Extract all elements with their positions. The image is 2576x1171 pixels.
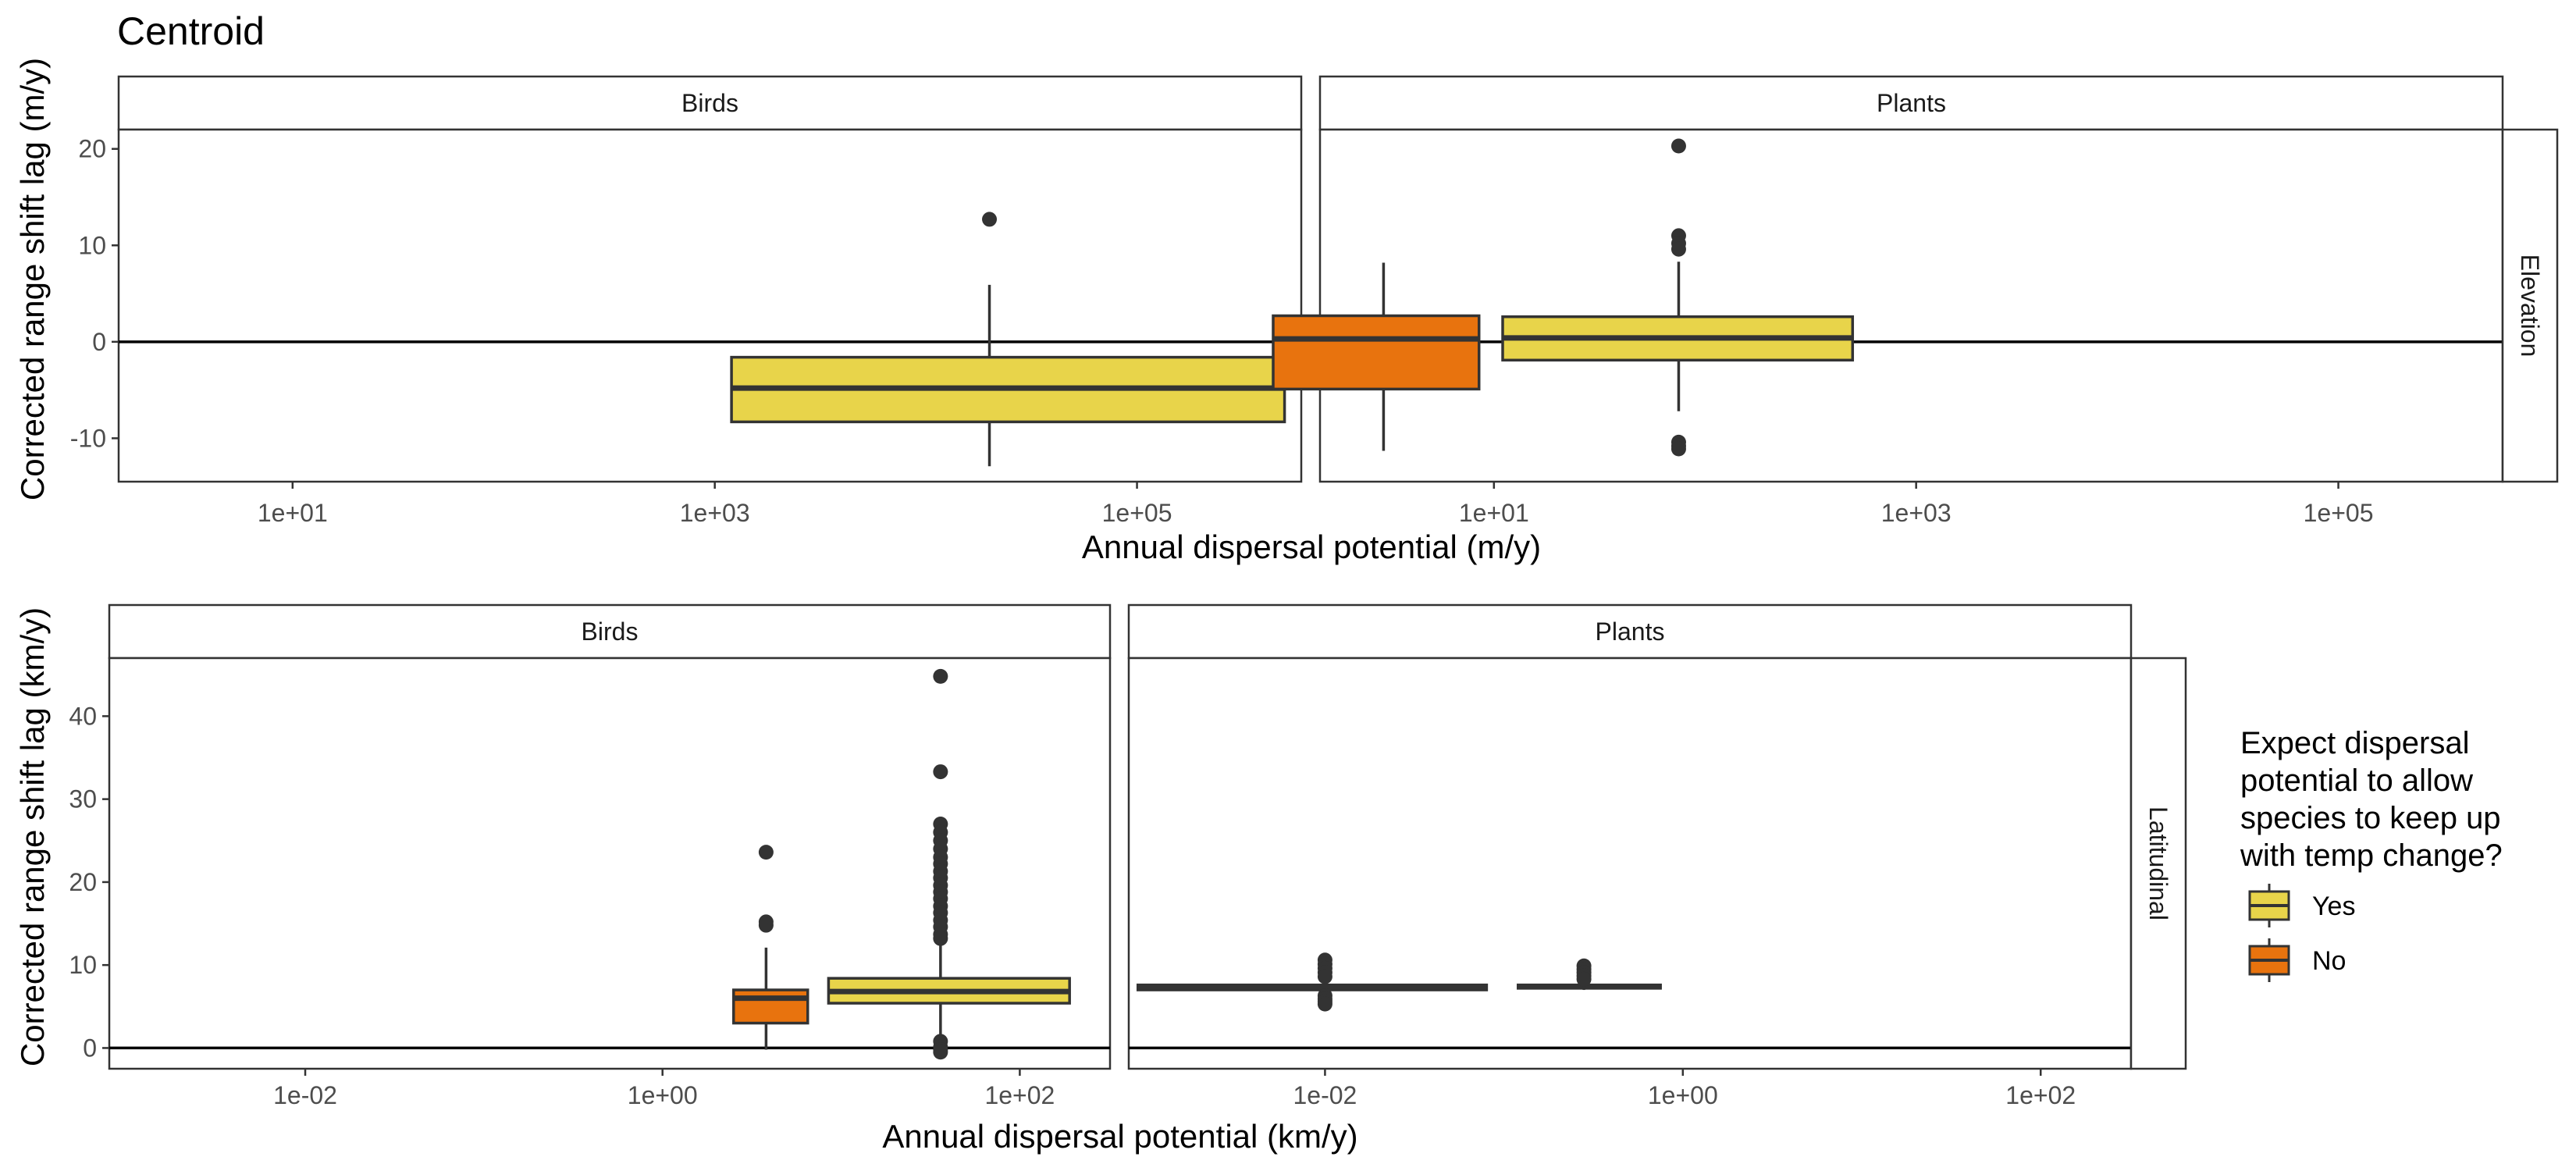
facet-strip xyxy=(1318,75,2504,131)
x-tick-label: 1e+00 xyxy=(628,1081,698,1109)
legend-label: Yes xyxy=(2312,892,2355,921)
x-tick-label: 1e+02 xyxy=(984,1081,1055,1109)
outlier-point xyxy=(1317,996,1332,1012)
panel-border xyxy=(108,657,1112,1070)
box-yes xyxy=(1501,138,1855,457)
y-tick-label: 30 xyxy=(69,785,97,813)
x-tick-label: 1e-02 xyxy=(1293,1081,1357,1109)
box-yes xyxy=(1517,958,1662,991)
outlier-point xyxy=(1576,971,1592,987)
outlier-point xyxy=(758,845,774,860)
x-tick-label: 1e+03 xyxy=(680,499,750,527)
legend-key-yes xyxy=(2248,884,2290,927)
panel-birds: Birds 1e+01 1e+03 1e+05 xyxy=(117,75,1303,527)
chart-latitudinal: 0 10 20 30 40 Corrected range shift lag (km/y… xyxy=(14,603,2187,1155)
box-yes xyxy=(827,668,1071,1060)
legend-label: No xyxy=(2312,946,2346,976)
y-axis-title: Corrected range shift lag (km/y) xyxy=(14,607,51,1066)
y-tick-label: 20 xyxy=(78,135,106,163)
panel-border xyxy=(1127,657,2133,1070)
y-tick-label: -10 xyxy=(70,424,106,452)
row-strip xyxy=(2129,657,2187,1070)
x-axis-title: Annual dispersal potential (km/y) xyxy=(882,1118,1357,1155)
figure-title: Centroid xyxy=(117,9,265,53)
panel-plants: Plants 1e-02 1e+00 1e+02 xyxy=(1127,603,2133,1109)
y-tick-label: 10 xyxy=(69,951,97,979)
y-tick-label: 20 xyxy=(69,868,97,896)
facet-strip-label: Plants xyxy=(1596,618,1665,646)
y-tick-label: 10 xyxy=(78,231,106,259)
box-iqr xyxy=(1272,314,1481,391)
outlier-point xyxy=(933,668,948,684)
facet-strip xyxy=(117,75,1303,131)
x-tick-label: 1e+02 xyxy=(2005,1081,2076,1109)
facet-strip-label: Plants xyxy=(1877,89,1946,117)
x-tick-label: 1e-02 xyxy=(273,1081,337,1109)
outlier-point xyxy=(933,764,948,780)
chart-elevation: -10 0 10 20 Corrected range shift lag (m/y) B… xyxy=(14,58,2559,565)
box-yes xyxy=(730,212,1286,467)
outlier-point xyxy=(758,917,774,933)
panel-birds: Birds 1e-02 1e+00 1e+02 xyxy=(108,603,1112,1109)
facet-strip-label: Birds xyxy=(681,89,738,117)
y-axis-title: Corrected range shift lag (m/y) xyxy=(14,58,51,500)
x-tick-label: 1e+01 xyxy=(1459,499,1529,527)
outlier-point xyxy=(933,931,948,946)
legend-title-line: Expect dispersal xyxy=(2240,726,2469,760)
box-no xyxy=(732,845,809,1050)
box-no xyxy=(1272,262,1481,451)
outlier-point xyxy=(933,1045,948,1060)
panel-border xyxy=(1318,128,2504,483)
legend-title-line: with temp change? xyxy=(2240,838,2503,873)
x-tick-label: 1e+00 xyxy=(1648,1081,1718,1109)
outlier-point xyxy=(1670,138,1686,154)
row-strip xyxy=(2501,128,2559,483)
x-tick-label: 1e+05 xyxy=(1102,499,1172,527)
row-strip-label: Latitudinal xyxy=(2144,806,2172,920)
chart-grid: -10 0 10 20 Corrected range shift lag (m/y) B… xyxy=(14,58,2559,1155)
facet-strip xyxy=(108,603,1112,660)
x-tick-label: 1e+03 xyxy=(1881,499,1952,527)
facet-strip xyxy=(1127,603,2133,660)
facet-strip-label: Birds xyxy=(582,618,639,646)
x-tick-label: 1e+05 xyxy=(2304,499,2374,527)
x-axis-title: Annual dispersal potential (m/y) xyxy=(1082,529,1541,565)
legend-title-line: species to keep up xyxy=(2240,801,2501,835)
outlier-point xyxy=(1317,969,1332,984)
box-yes xyxy=(1136,952,1489,1012)
x-tick-label: 1e+01 xyxy=(258,499,328,527)
box-iqr xyxy=(732,988,809,1025)
y-tick-label: 0 xyxy=(83,1034,97,1062)
legend-title-line: potential to allow xyxy=(2240,763,2473,798)
y-tick-label: 0 xyxy=(92,328,106,356)
y-tick-label: 40 xyxy=(69,702,97,730)
panel-plants: Plants 1e+01 1e+03 1e+05 xyxy=(1272,75,2504,527)
outlier-point xyxy=(1670,441,1686,457)
row-strip-label: Elevation xyxy=(2516,254,2544,358)
outlier-point xyxy=(1670,241,1686,257)
outlier-point xyxy=(982,212,998,227)
legend-key-no xyxy=(2248,938,2290,982)
panel-border xyxy=(117,128,1303,483)
